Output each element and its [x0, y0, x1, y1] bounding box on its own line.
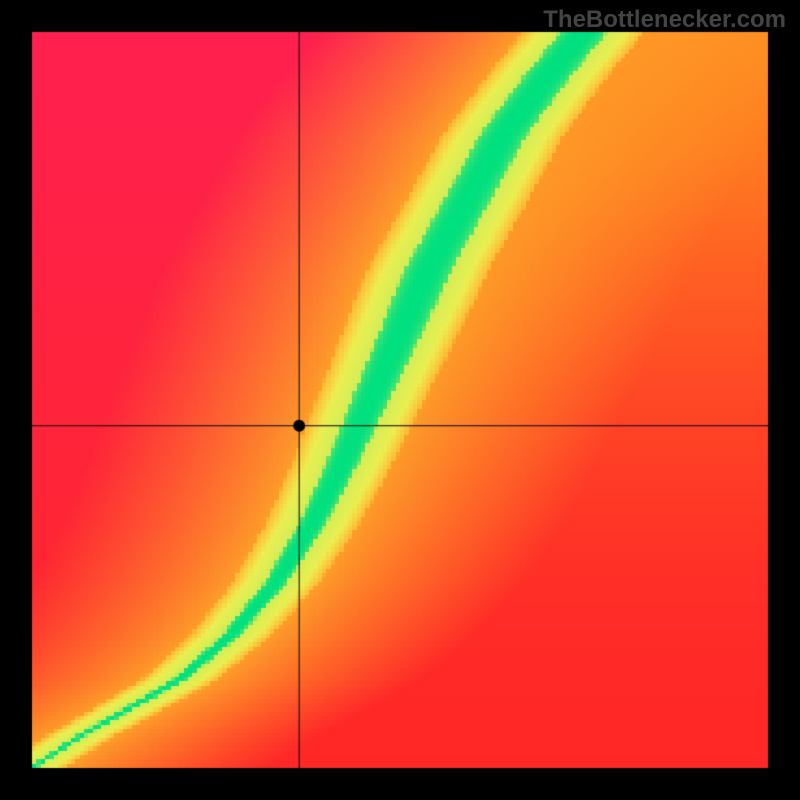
- bottleneck-heatmap: [0, 0, 800, 800]
- chart-container: TheBottlenecker.com: [0, 0, 800, 800]
- watermark-text: TheBottlenecker.com: [543, 6, 786, 34]
